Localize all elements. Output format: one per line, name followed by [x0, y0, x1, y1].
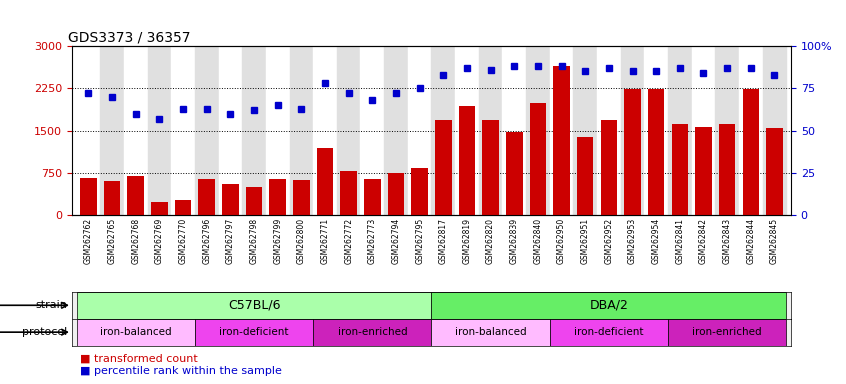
- Bar: [645, 46, 668, 215]
- Bar: [242, 46, 266, 215]
- Bar: [431, 46, 455, 215]
- Bar: [550, 46, 574, 215]
- Bar: [128, 175, 144, 215]
- Bar: [431, 292, 786, 319]
- Bar: [77, 46, 101, 215]
- Bar: [530, 103, 547, 215]
- Bar: [340, 170, 357, 215]
- Bar: [408, 46, 431, 215]
- Text: iron-deficient: iron-deficient: [219, 327, 288, 337]
- Bar: [716, 46, 739, 215]
- Bar: [526, 46, 550, 215]
- Bar: [648, 89, 664, 215]
- Bar: [384, 46, 408, 215]
- Bar: [597, 46, 621, 215]
- Bar: [337, 46, 360, 215]
- Bar: [621, 46, 645, 215]
- Bar: [364, 179, 381, 215]
- Text: iron-deficient: iron-deficient: [574, 327, 644, 337]
- Bar: [360, 46, 384, 215]
- Bar: [411, 168, 428, 215]
- Bar: [199, 179, 215, 215]
- Bar: [435, 120, 452, 215]
- Bar: [743, 89, 759, 215]
- Bar: [624, 89, 640, 215]
- Bar: [269, 179, 286, 215]
- Text: GDS3373 / 36357: GDS3373 / 36357: [69, 31, 191, 45]
- Text: iron-enriched: iron-enriched: [338, 327, 407, 337]
- Bar: [316, 148, 333, 215]
- Bar: [124, 46, 147, 215]
- Bar: [77, 292, 431, 319]
- Bar: [431, 319, 550, 346]
- Bar: [313, 46, 337, 215]
- Bar: [104, 181, 120, 215]
- Bar: [246, 187, 262, 215]
- Bar: [222, 184, 239, 215]
- Bar: [550, 319, 668, 346]
- Bar: [459, 106, 475, 215]
- Bar: [672, 124, 688, 215]
- Bar: [668, 319, 786, 346]
- Text: protocol: protocol: [23, 327, 68, 337]
- Bar: [387, 173, 404, 215]
- Bar: [601, 120, 617, 215]
- Bar: [289, 46, 313, 215]
- Bar: [553, 66, 570, 215]
- Text: iron-balanced: iron-balanced: [455, 327, 526, 337]
- Bar: [455, 46, 479, 215]
- Bar: [668, 46, 692, 215]
- Bar: [574, 46, 597, 215]
- Bar: [762, 46, 786, 215]
- Bar: [482, 120, 499, 215]
- Bar: [151, 202, 168, 215]
- Bar: [692, 46, 716, 215]
- Bar: [80, 179, 96, 215]
- Text: iron-enriched: iron-enriched: [692, 327, 762, 337]
- Bar: [766, 128, 783, 215]
- Bar: [313, 319, 431, 346]
- Text: ■ transformed count: ■ transformed count: [80, 354, 198, 364]
- Bar: [695, 127, 711, 215]
- Bar: [479, 46, 503, 215]
- Bar: [218, 46, 242, 215]
- Bar: [101, 46, 124, 215]
- Text: C57BL/6: C57BL/6: [228, 299, 280, 312]
- Text: strain: strain: [36, 300, 68, 310]
- Text: iron-balanced: iron-balanced: [100, 327, 172, 337]
- Bar: [739, 46, 762, 215]
- Bar: [577, 137, 594, 215]
- Bar: [147, 46, 171, 215]
- Text: DBA/2: DBA/2: [590, 299, 629, 312]
- Bar: [293, 180, 310, 215]
- Bar: [195, 319, 313, 346]
- Bar: [266, 46, 289, 215]
- Bar: [175, 200, 191, 215]
- Bar: [719, 124, 735, 215]
- Bar: [195, 46, 218, 215]
- Text: ■ percentile rank within the sample: ■ percentile rank within the sample: [80, 366, 283, 376]
- Bar: [506, 132, 523, 215]
- Bar: [171, 46, 195, 215]
- Bar: [503, 46, 526, 215]
- Bar: [77, 319, 195, 346]
